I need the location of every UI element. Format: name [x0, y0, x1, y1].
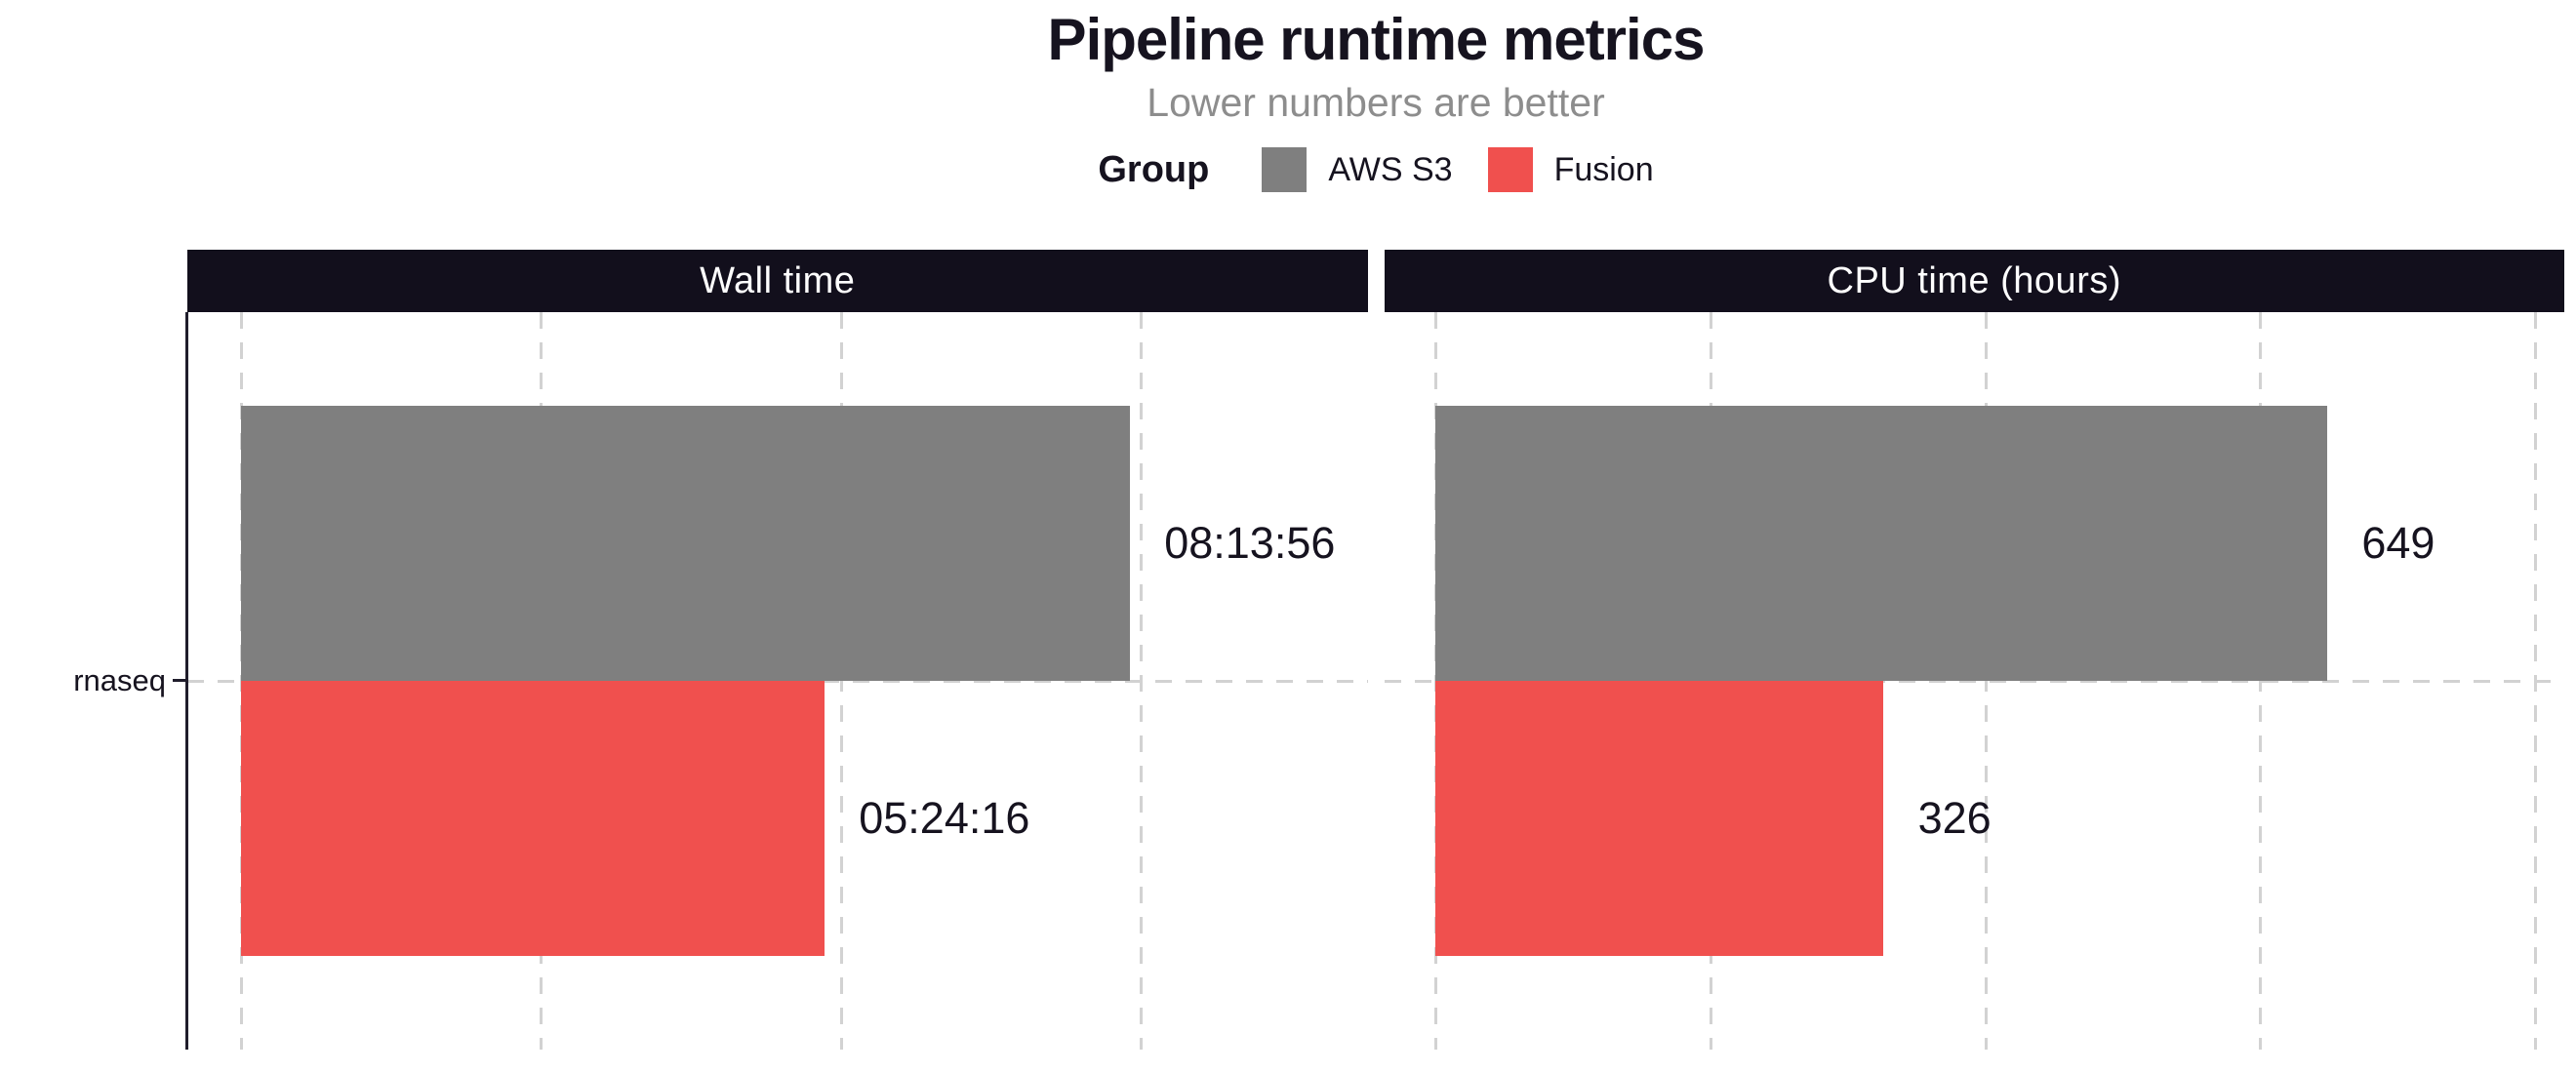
bar-value-label: 649 [2361, 518, 2435, 568]
panel-cpu-time: CPU time (hours) 649 326 [1384, 250, 2564, 1050]
legend-swatch-fusion [1487, 147, 1533, 192]
y-axis-line [185, 312, 188, 1050]
chart-subtitle: Lower numbers are better [1147, 80, 1605, 125]
bar-fusion [241, 681, 825, 956]
legend-title: Group [1098, 148, 1210, 190]
legend-label-fusion: Fusion [1553, 150, 1654, 188]
panel-wall-time: Wall time 08:13:56 05:24:16 [187, 250, 1368, 1050]
bar-value-label: 326 [1917, 792, 1992, 843]
category-gridline [1384, 680, 2564, 683]
bar-value-label: 08:13:56 [1164, 518, 1336, 568]
chart-title: Pipeline runtime metrics [1047, 7, 1706, 72]
panel-header-wall-time: Wall time [187, 250, 1368, 312]
bar-aws-s3 [241, 406, 1131, 681]
panel-container: Wall time 08:13:56 05:24:16 CPU time (hou… [187, 250, 2564, 1050]
legend-item-fusion: Fusion [1487, 147, 1654, 192]
y-axis-tick [173, 679, 186, 682]
panel-body-wall-time: 08:13:56 05:24:16 [187, 312, 1368, 1050]
panel-body-cpu-time: 649 326 [1384, 312, 2564, 1050]
legend-label-aws-s3: AWS S3 [1328, 150, 1453, 188]
legend-item-aws-s3: AWS S3 [1262, 147, 1453, 192]
legend-swatch-aws-s3 [1262, 147, 1308, 192]
bar-fusion [1435, 681, 1884, 956]
bar-value-label: 05:24:16 [859, 792, 1030, 843]
panel-header-cpu-time: CPU time (hours) [1384, 250, 2564, 312]
y-axis-label-rnaseq: rnaseq [73, 663, 166, 697]
legend: Group AWS S3 Fusion [187, 139, 2564, 201]
bar-aws-s3 [1435, 406, 2328, 681]
